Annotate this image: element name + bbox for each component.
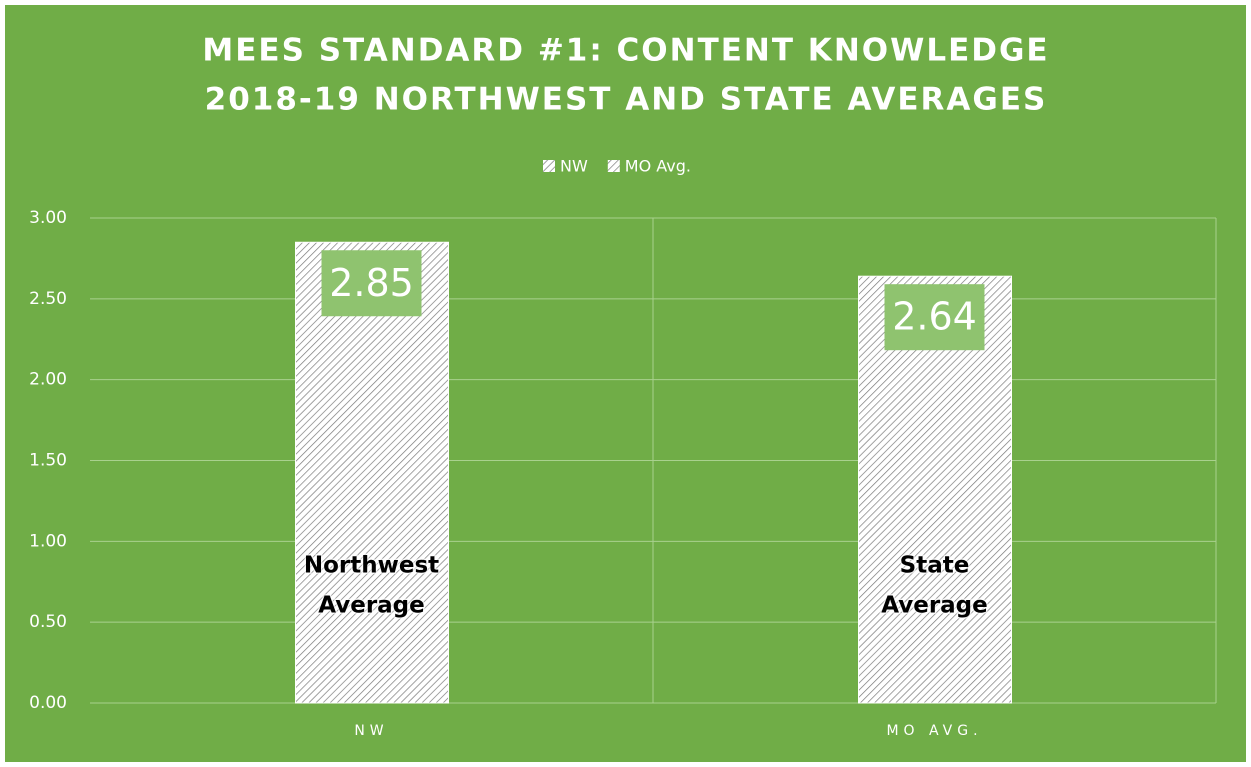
y-tick-label: 1.00	[29, 531, 67, 551]
y-tick-label: 0.00	[29, 693, 67, 713]
value-label: 2.85	[329, 261, 414, 305]
x-tick-label: MO AVG.	[886, 723, 982, 739]
y-tick-label: 2.00	[29, 370, 67, 390]
chart-title: MEES STANDARD #1: CONTENT KNOWLEDGE	[202, 33, 1049, 69]
value-label-box	[321, 250, 422, 317]
y-tick-label: 3.00	[29, 208, 67, 228]
y-tick-label: 1.50	[29, 451, 67, 471]
bar-annotation: Average	[881, 593, 988, 619]
y-tick-label: 0.50	[29, 612, 67, 632]
bar-annotation: Northwest	[304, 553, 439, 579]
legend-label: NW	[560, 157, 588, 176]
legend-swatch	[543, 160, 555, 172]
x-tick-label: NW	[354, 723, 388, 739]
legend-swatch	[607, 160, 620, 172]
bar-annotation: Average	[318, 593, 425, 619]
chart-background	[5, 5, 1246, 762]
bar-annotation: State	[900, 553, 970, 579]
chart-title: 2018-19 NORTHWEST AND STATE AVERAGES	[205, 82, 1048, 118]
value-label: 2.64	[892, 295, 977, 339]
legend-label: MO Avg.	[625, 157, 691, 176]
bar	[295, 241, 449, 704]
y-tick-label: 2.50	[29, 289, 67, 309]
value-label-box	[884, 284, 985, 351]
